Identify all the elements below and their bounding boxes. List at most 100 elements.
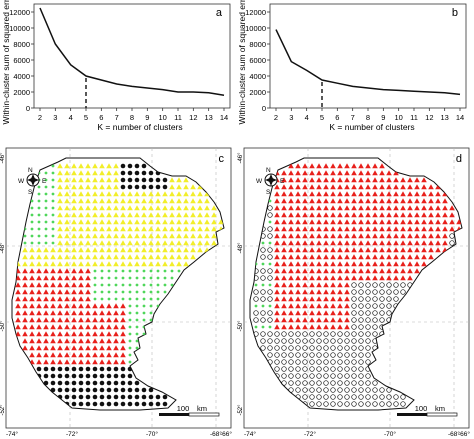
cluster-circle (288, 345, 294, 351)
cluster-triangle (36, 275, 42, 281)
cluster-triangle (99, 184, 105, 190)
cluster-dot (100, 276, 104, 280)
cluster-triangle (85, 310, 91, 316)
cluster-dot (99, 401, 105, 407)
cluster-circle (288, 373, 294, 379)
cluster-triangle (372, 226, 378, 232)
cluster-dot (261, 283, 265, 287)
cluster-triangle (274, 296, 280, 302)
cluster-circle (281, 352, 287, 358)
cluster-circle (372, 317, 378, 323)
cluster-triangle (379, 254, 385, 260)
cluster-triangle (113, 331, 119, 337)
cluster-circle (267, 352, 273, 358)
cluster-triangle (400, 219, 406, 225)
cluster-triangle (295, 163, 301, 169)
cluster-triangle (71, 303, 77, 309)
compass-icon: N S W E (256, 167, 285, 196)
cluster-triangle (169, 177, 175, 183)
cluster-dot (78, 373, 84, 379)
cluster-triangle (344, 282, 350, 288)
cluster-dot (162, 177, 168, 183)
cluster-triangle (428, 240, 434, 246)
cluster-dot (113, 387, 119, 393)
cluster-triangle (43, 296, 49, 302)
cluster-triangle (337, 212, 343, 218)
cluster-dot (50, 387, 56, 393)
cluster-circle (372, 380, 378, 386)
cluster-triangle (344, 163, 350, 169)
cluster-dot (51, 185, 55, 189)
cluster-circle (323, 331, 329, 337)
cluster-triangle (43, 282, 49, 288)
cluster-dot (85, 387, 91, 393)
cluster-circle (358, 401, 364, 407)
cluster-triangle (379, 170, 385, 176)
cluster-triangle (309, 184, 315, 190)
cluster-triangle (323, 296, 329, 302)
cluster-triangle (120, 310, 126, 316)
cluster-triangle (421, 240, 427, 246)
cluster-triangle (288, 191, 294, 197)
cluster-triangle (344, 296, 350, 302)
cluster-triangle (372, 247, 378, 253)
cluster-triangle (78, 345, 84, 351)
cluster-dot (57, 380, 63, 386)
cluster-triangle (64, 331, 70, 337)
cluster-triangle (183, 177, 189, 183)
cluster-circle (344, 387, 350, 393)
cluster-triangle (358, 254, 364, 260)
cluster-triangle (274, 233, 280, 239)
cluster-triangle (43, 324, 49, 330)
cluster-triangle (99, 324, 105, 330)
cluster-triangle (176, 198, 182, 204)
map-d-lon-labels: -74° -72° -70° -68°-66° (244, 430, 470, 438)
y-tick-label: 0 (26, 104, 30, 113)
cluster-circle (330, 345, 336, 351)
cluster-triangle (295, 296, 301, 302)
cluster-triangle (330, 233, 336, 239)
cluster-triangle (141, 212, 147, 218)
cluster-triangle (22, 275, 28, 281)
panel-b-sse-line (275, 29, 461, 96)
cluster-triangle (295, 219, 301, 225)
cluster-triangle (99, 233, 105, 239)
cluster-dot (177, 269, 181, 273)
cluster-triangle (106, 352, 112, 358)
cluster-circle (351, 289, 357, 295)
cluster-circle (295, 387, 301, 393)
cluster-dot (120, 394, 126, 400)
cluster-circle (372, 394, 378, 400)
cluster-triangle (344, 310, 350, 316)
cluster-circle (351, 338, 357, 344)
cluster-triangle (22, 261, 28, 267)
cluster-triangle (22, 254, 28, 260)
cluster-triangle (323, 282, 329, 288)
panel-c-map: c N S W E 100 km -74° -72° -70° -68°-66° -4… (0, 147, 232, 438)
cluster-triangle (407, 247, 413, 253)
cluster-triangle (309, 219, 315, 225)
cluster-circle (295, 359, 301, 365)
cluster-triangle (113, 359, 119, 365)
cluster-triangle (92, 212, 98, 218)
map-d-scale-label: 100 (415, 404, 428, 413)
cluster-triangle (190, 205, 196, 211)
cluster-triangle (309, 296, 315, 302)
cluster-triangle (400, 198, 406, 204)
cluster-circle (365, 303, 371, 309)
cluster-triangle (365, 184, 371, 190)
cluster-triangle (435, 198, 441, 204)
cluster-triangle (274, 324, 280, 330)
cluster-triangle (351, 226, 357, 232)
cluster-triangle (288, 233, 294, 239)
cluster-circle (379, 303, 385, 309)
cluster-triangle (15, 282, 21, 288)
cluster-triangle (183, 205, 189, 211)
cluster-triangle (71, 212, 77, 218)
cluster-triangle (99, 331, 105, 337)
cluster-triangle (393, 184, 399, 190)
y-tick-label: 12000 (9, 8, 30, 17)
cluster-dot (30, 213, 34, 217)
cluster-dot (113, 366, 119, 372)
cluster-triangle (57, 324, 63, 330)
